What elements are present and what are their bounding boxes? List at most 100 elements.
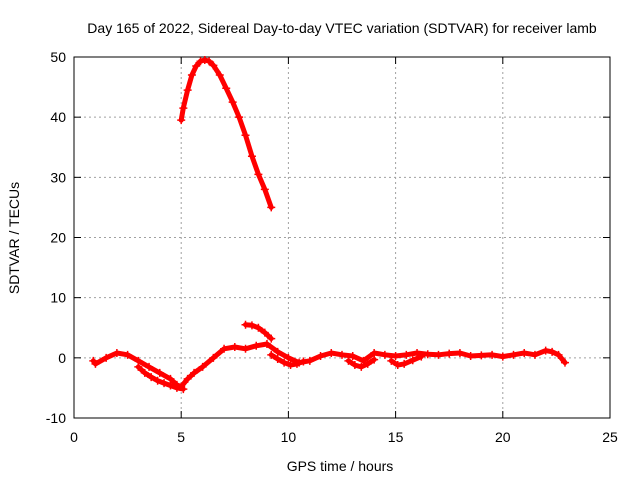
- y-axis-label: SDTVAR / TECUs: [6, 182, 22, 294]
- data-point: [198, 362, 207, 371]
- y-tick-label: 0: [58, 350, 66, 366]
- data-point: [560, 358, 569, 367]
- data-point: [417, 352, 426, 361]
- data-point: [284, 353, 293, 362]
- data-point: [177, 116, 186, 125]
- data-point: [327, 349, 336, 358]
- y-tick-label: 50: [50, 49, 66, 65]
- data-point: [123, 350, 132, 359]
- data-point: [172, 383, 181, 392]
- data-point: [112, 349, 121, 358]
- grid: [74, 57, 610, 418]
- chart-title: Day 165 of 2022, Sidereal Day-to-day VTE…: [87, 20, 597, 36]
- data-point: [413, 349, 422, 358]
- data-point: [260, 328, 269, 337]
- data-point: [209, 61, 218, 70]
- data-point: [498, 352, 507, 361]
- data-point: [196, 57, 205, 66]
- data-point: [273, 355, 282, 364]
- data-point: [222, 84, 231, 93]
- data-point: [160, 379, 169, 388]
- data-point: [192, 62, 201, 71]
- series-arc-tail: [267, 350, 308, 370]
- data-point: [147, 373, 156, 382]
- data-point: [166, 381, 175, 390]
- data-point: [445, 349, 454, 358]
- data-point: [252, 341, 261, 350]
- series-arc-dip: [344, 355, 379, 371]
- data-point: [230, 343, 239, 352]
- ticks: [73, 56, 611, 419]
- data-point: [247, 152, 256, 161]
- y-tick-label: -10: [46, 410, 66, 426]
- data-point: [455, 349, 464, 358]
- data-point: [387, 356, 396, 365]
- data-point: [209, 353, 218, 362]
- x-tick-label: 25: [602, 429, 618, 445]
- data-point: [393, 361, 402, 370]
- y-tick-label: 40: [50, 109, 66, 125]
- data-point: [153, 376, 162, 385]
- x-axis-label: GPS time / hours: [287, 458, 394, 474]
- data-point: [370, 355, 379, 364]
- series-arc-main: [89, 339, 569, 391]
- data-point: [215, 71, 224, 80]
- data-point: [241, 131, 250, 140]
- y-tick-label: 30: [50, 169, 66, 185]
- data-point: [260, 185, 269, 194]
- data-point: [267, 334, 276, 343]
- data-point: [179, 104, 188, 113]
- data-points: [89, 56, 569, 394]
- y-tick-label: 20: [50, 230, 66, 246]
- data-point: [183, 374, 192, 383]
- data-point: [423, 350, 432, 359]
- data-point: [520, 349, 529, 358]
- data-point: [348, 352, 357, 361]
- data-point: [262, 339, 271, 348]
- data-point: [254, 323, 263, 332]
- data-point: [145, 362, 154, 371]
- data-point: [299, 357, 308, 366]
- data-point: [488, 350, 497, 359]
- x-tick-label: 15: [388, 429, 404, 445]
- data-point: [316, 352, 325, 361]
- data-point: [466, 352, 475, 361]
- data-point: [235, 113, 244, 122]
- x-tick-label: 0: [70, 429, 78, 445]
- data-point: [228, 98, 237, 107]
- x-tick-label: 10: [281, 429, 297, 445]
- y-tick-label: 10: [50, 290, 66, 306]
- data-point: [179, 385, 188, 394]
- x-tick-label: 20: [495, 429, 511, 445]
- data-point: [241, 344, 250, 353]
- data-point: [357, 362, 366, 371]
- data-point: [205, 57, 214, 66]
- data-point: [155, 368, 164, 377]
- data-point: [267, 350, 276, 359]
- data-point: [554, 350, 563, 359]
- data-point: [140, 368, 149, 377]
- data-point: [187, 71, 196, 80]
- data-point: [102, 353, 111, 362]
- data-point: [344, 356, 353, 365]
- data-point: [91, 359, 100, 368]
- data-point: [477, 351, 486, 360]
- data-point: [286, 361, 295, 370]
- series-arc-hump: [241, 320, 276, 343]
- series-arc-dip2: [387, 352, 426, 370]
- data-point: [400, 359, 409, 368]
- data-point: [363, 359, 372, 368]
- data-point: [380, 350, 389, 359]
- data-point: [254, 170, 263, 179]
- data-point: [267, 203, 276, 212]
- series-arc-low: [134, 362, 188, 394]
- x-tick-label: 5: [177, 429, 185, 445]
- data-point: [273, 347, 282, 356]
- data-point: [280, 358, 289, 367]
- data-point: [338, 350, 346, 359]
- data-point: [183, 86, 192, 95]
- series-trace: [178, 57, 274, 210]
- data-point: [247, 321, 256, 330]
